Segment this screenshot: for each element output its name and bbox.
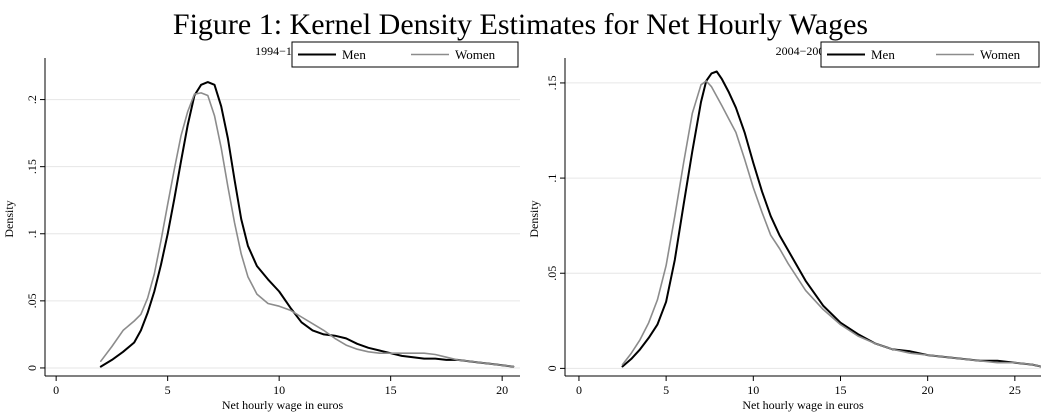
x-tick-label: 15 xyxy=(385,383,397,397)
y-tick-label: .1 xyxy=(545,174,559,183)
y-axis-label: Density xyxy=(527,200,541,237)
x-tick-label: 25 xyxy=(1009,383,1021,397)
x-axis-label: Net hourly wage in euros xyxy=(742,398,864,412)
x-tick-label: 0 xyxy=(576,383,582,397)
y-tick-label: .15 xyxy=(545,75,559,90)
legend-label-women: Women xyxy=(455,47,496,62)
x-axis-label: Net hourly wage in euros xyxy=(222,398,344,412)
legend-label-men: Men xyxy=(871,47,895,62)
y-tick-label: 0 xyxy=(25,365,39,371)
y-tick-label: .15 xyxy=(25,159,39,174)
legend-label-women: Women xyxy=(980,47,1021,62)
y-axis-label: Density xyxy=(2,200,16,237)
x-tick-label: 20 xyxy=(496,383,508,397)
legend-box xyxy=(820,41,1040,68)
figure-title: Figure 1: Kernel Density Estimates for N… xyxy=(172,8,869,41)
x-tick-label: 10 xyxy=(747,383,759,397)
x-tick-label: 5 xyxy=(165,383,171,397)
y-tick-label: 0 xyxy=(545,365,559,371)
subplot-title: 2004−2006 xyxy=(776,44,831,58)
y-tick-label: .2 xyxy=(25,95,39,104)
series-line-women xyxy=(621,80,1041,368)
series-line-women xyxy=(100,92,515,368)
y-tick-label: .05 xyxy=(545,266,559,281)
series-line-men xyxy=(621,70,1041,368)
legend-label-men: Men xyxy=(342,47,366,62)
x-tick-label: 5 xyxy=(663,383,669,397)
series-line-men xyxy=(99,81,515,368)
y-tick-label: .05 xyxy=(25,293,39,308)
x-tick-label: 20 xyxy=(922,383,934,397)
chart-panel-2004-2006: 2004−2006 0 .05 .1 .15 0 5 10 15 20 25 Net hourly w… xyxy=(527,41,1041,412)
x-tick-label: 10 xyxy=(273,383,285,397)
y-tick-label: .1 xyxy=(25,229,39,238)
x-tick-label: 0 xyxy=(53,383,59,397)
x-tick-label: 15 xyxy=(834,383,846,397)
